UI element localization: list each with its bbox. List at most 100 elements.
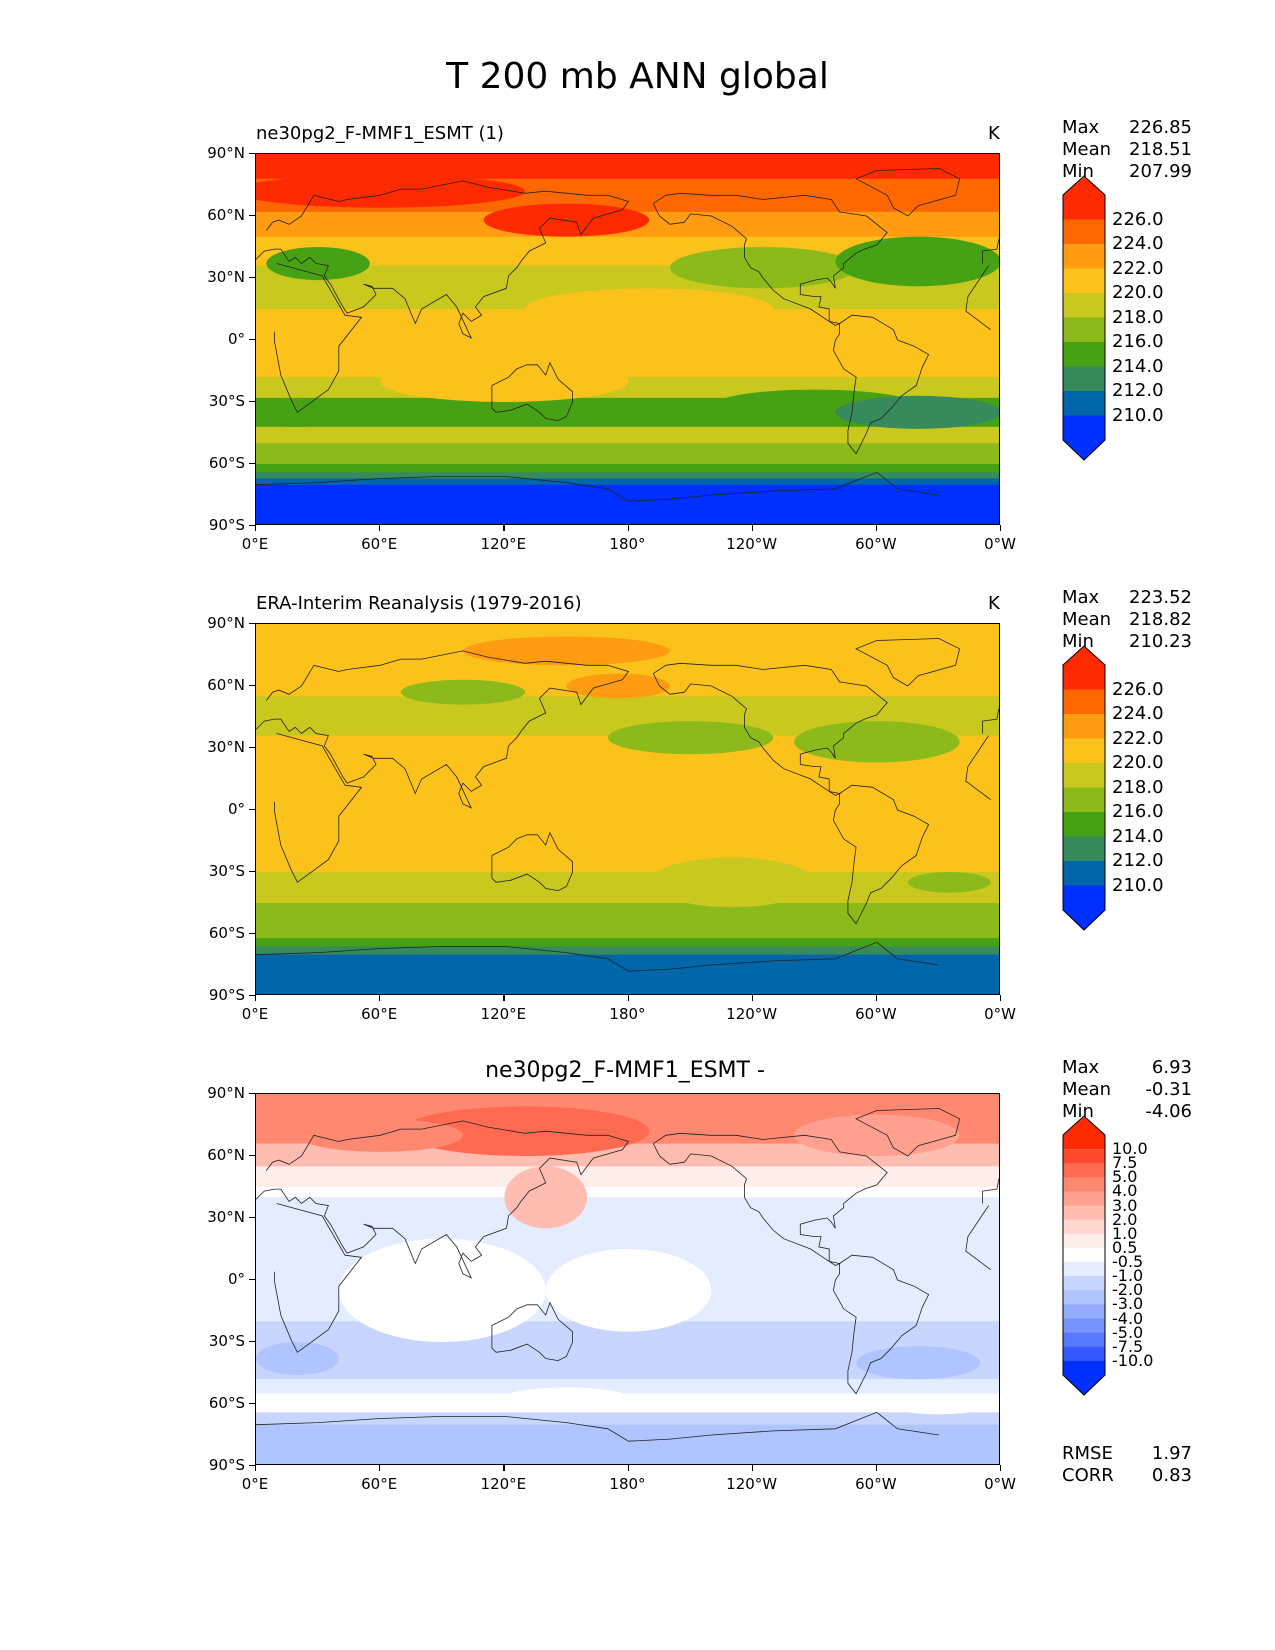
colorbar-swatch <box>1063 738 1105 764</box>
contour-blob <box>380 360 629 402</box>
contour-band <box>256 954 999 994</box>
colorbar-swatch <box>1063 317 1105 343</box>
lon-tick-label: 120°W <box>726 1005 778 1023</box>
panel-3-stats: Max 6.93 Mean -0.31 Min -4.06 <box>1062 1057 1192 1123</box>
stat-label: RMSE <box>1062 1443 1113 1464</box>
lon-tick-label: 120°E <box>480 1475 527 1493</box>
lon-tick-mark <box>627 1465 629 1471</box>
colorbar-label: 3.0 <box>1112 1195 1138 1215</box>
contour-band <box>256 472 999 479</box>
lat-tick-mark <box>249 1341 255 1343</box>
panel-3-map <box>255 1093 1000 1465</box>
colorbar-swatch <box>1063 1149 1105 1164</box>
contour-blob <box>338 1238 546 1342</box>
lat-tick-label: 90°S <box>208 986 245 1004</box>
lon-tick-mark <box>255 525 257 531</box>
contour-band <box>256 426 999 444</box>
lon-tick-mark <box>875 525 878 531</box>
lat-tick-mark <box>249 809 255 811</box>
colorbar-swatch <box>1063 176 1105 220</box>
colorbar-label: -1.0 <box>1112 1266 1144 1286</box>
colorbar-label: 210.0 <box>1112 404 1164 426</box>
contour-blob <box>835 236 999 287</box>
lat-tick-label: 30°S <box>208 1332 245 1350</box>
colorbar-swatch <box>1063 1177 1105 1192</box>
lon-tick-label: 120°W <box>726 1475 778 1493</box>
lat-tick-mark <box>249 463 255 465</box>
contour-band <box>256 1187 999 1198</box>
coastline <box>256 471 939 502</box>
contour-blob <box>669 247 857 289</box>
coastline <box>491 1301 573 1362</box>
colorbar-label: 222.0 <box>1112 727 1164 749</box>
stat-value: 1.97 <box>1151 1443 1192 1464</box>
lon-tick-mark <box>379 1465 381 1471</box>
colorbar-label: 224.0 <box>1112 703 1164 724</box>
colorbar-label: -4.0 <box>1112 1308 1144 1328</box>
lon-tick-mark <box>503 1465 505 1471</box>
lon-tick-label: 120°E <box>480 1005 527 1023</box>
lat-tick-mark <box>249 1155 255 1157</box>
lat-tick-mark <box>249 215 255 217</box>
contour-blob <box>887 1393 991 1415</box>
lon-tick-mark <box>255 1465 257 1471</box>
contour-blob <box>794 721 960 763</box>
contour-band <box>256 464 999 473</box>
contour-blob <box>607 721 774 755</box>
lat-tick-mark <box>249 153 255 155</box>
contour-blob <box>835 395 999 429</box>
colorbar-swatch <box>1063 1262 1105 1277</box>
colorbar-swatch <box>1063 1205 1105 1221</box>
colorbar-swatch <box>1063 268 1105 294</box>
lat-tick-label: 30°N <box>207 738 245 756</box>
colorbar-swatch <box>1063 366 1105 392</box>
stat-label: Max <box>1062 1057 1100 1078</box>
colorbar-swatch <box>1063 415 1105 460</box>
contour-blob <box>256 174 525 208</box>
lat-tick-label: 0° <box>227 330 245 348</box>
stat-value: 218.51 <box>1129 139 1192 160</box>
colorbar-swatch <box>1063 812 1105 837</box>
lon-tick-mark <box>875 995 878 1001</box>
stat-row: Mean 218.82 <box>1062 609 1192 631</box>
contour-blob <box>907 872 991 893</box>
colorbar-swatch <box>1063 1191 1105 1207</box>
colorbar-label: 4.0 <box>1112 1181 1138 1201</box>
contour-band <box>256 478 999 486</box>
stat-row: Max 226.85 <box>1062 117 1192 139</box>
lat-tick-mark <box>249 995 255 997</box>
contour-blob <box>400 679 526 705</box>
colorbar-label: 216.0 <box>1112 331 1164 352</box>
lon-tick-label: 60°E <box>361 1005 398 1023</box>
lon-tick-label: 0°E <box>241 1475 269 1493</box>
colorbar-label: 7.5 <box>1112 1153 1138 1173</box>
coastline <box>256 1411 939 1442</box>
lat-tick-label: 60°N <box>207 206 245 224</box>
contour-blob <box>525 288 774 330</box>
lon-tick-mark <box>503 995 505 1001</box>
colorbar-swatch <box>1063 342 1105 367</box>
lat-tick-mark <box>249 525 255 527</box>
stat-row: Mean -0.31 <box>1062 1079 1192 1101</box>
coastline <box>256 180 999 339</box>
lon-tick-label: 0°W <box>984 535 1016 553</box>
colorbar-label: 218.0 <box>1112 306 1164 328</box>
colorbar-swatch <box>1063 1247 1105 1263</box>
coastline <box>832 314 930 455</box>
map-field-svg <box>256 624 999 994</box>
colorbar-swatch <box>1063 714 1105 739</box>
stat-value: 207.99 <box>1129 161 1192 182</box>
colorbar-swatch <box>1063 1360 1105 1395</box>
lon-tick-label: 120°W <box>726 535 778 553</box>
colorbar-swatch <box>1063 836 1105 862</box>
lat-tick-mark <box>249 401 255 403</box>
colorbar-label: 220.0 <box>1112 282 1164 303</box>
stat-value: 0.83 <box>1151 1465 1192 1486</box>
contour-blob <box>256 1342 339 1376</box>
colorbar-label: 218.0 <box>1112 776 1164 798</box>
coastline <box>256 941 939 972</box>
coastline <box>491 831 573 892</box>
lon-tick-label: 0°W <box>984 1475 1016 1493</box>
panel-1-title: ne30pg2_F-MMF1_ESMT (1) <box>256 123 504 144</box>
contour-band <box>256 1424 999 1464</box>
